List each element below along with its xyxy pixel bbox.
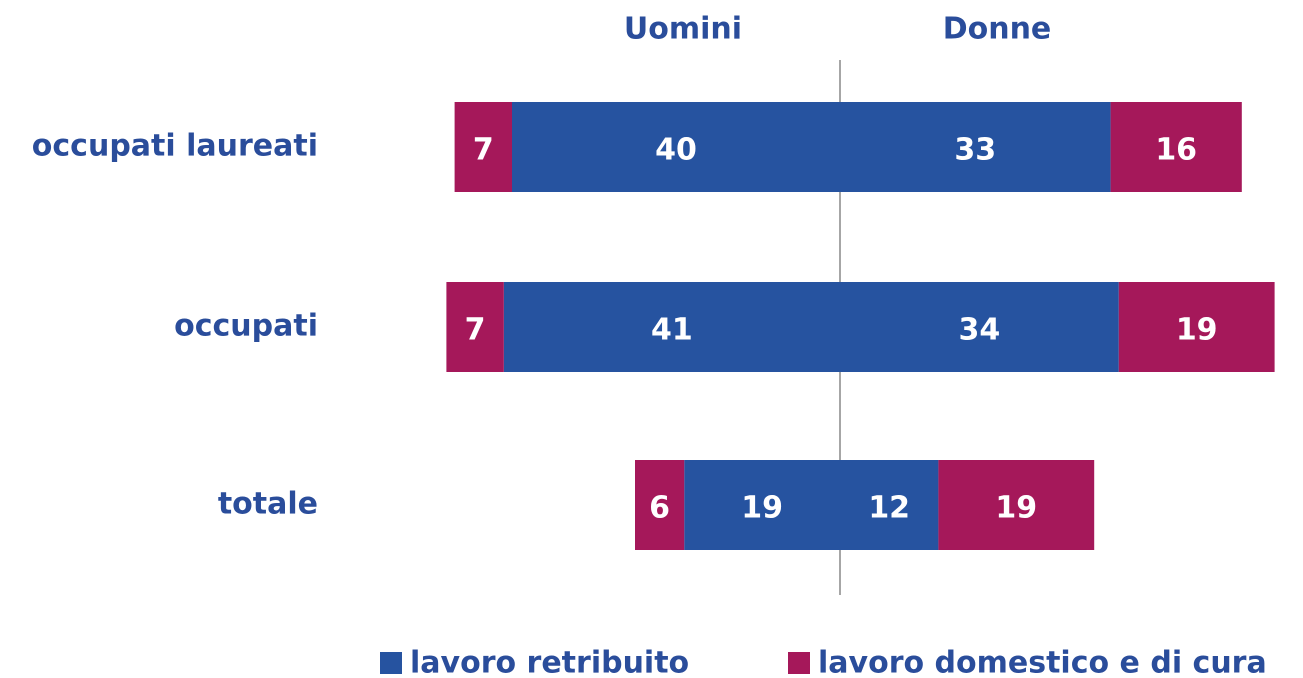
- value-label: 12: [868, 491, 910, 526]
- value-label: 19: [1176, 313, 1218, 348]
- bar-segment: [684, 460, 840, 550]
- bar-segment: [454, 102, 512, 192]
- side-label: Uomini: [624, 12, 742, 47]
- bar-segment: [840, 282, 1119, 372]
- side-label: Donne: [943, 12, 1052, 47]
- value-label: 19: [741, 491, 783, 526]
- value-label: 34: [959, 313, 1001, 348]
- value-label: 7: [473, 133, 494, 168]
- bar-segment: [1118, 282, 1275, 372]
- legend-swatch: [788, 652, 810, 674]
- value-label: 16: [1155, 133, 1197, 168]
- bar-segment: [1110, 102, 1242, 192]
- bar-segment: [512, 102, 840, 192]
- bar-segment: [503, 282, 840, 372]
- value-label: 33: [954, 133, 996, 168]
- legend-label: lavoro domestico e di cura: [818, 646, 1267, 678]
- value-label: 40: [655, 133, 697, 168]
- category-label: occupati laureati: [32, 129, 318, 164]
- bar-segment: [635, 460, 685, 550]
- legend-swatch: [380, 652, 402, 674]
- bar-segment: [938, 460, 1095, 550]
- value-label: 7: [465, 313, 486, 348]
- value-label: 19: [995, 491, 1037, 526]
- category-label: totale: [218, 487, 318, 522]
- category-label: occupati: [174, 309, 318, 344]
- value-label: 6: [649, 491, 670, 526]
- bar-segment: [840, 460, 939, 550]
- legend-label: lavoro retribuito: [410, 646, 689, 678]
- value-label: 41: [651, 313, 693, 348]
- bar-segment: [446, 282, 504, 372]
- bar-segment: [840, 102, 1111, 192]
